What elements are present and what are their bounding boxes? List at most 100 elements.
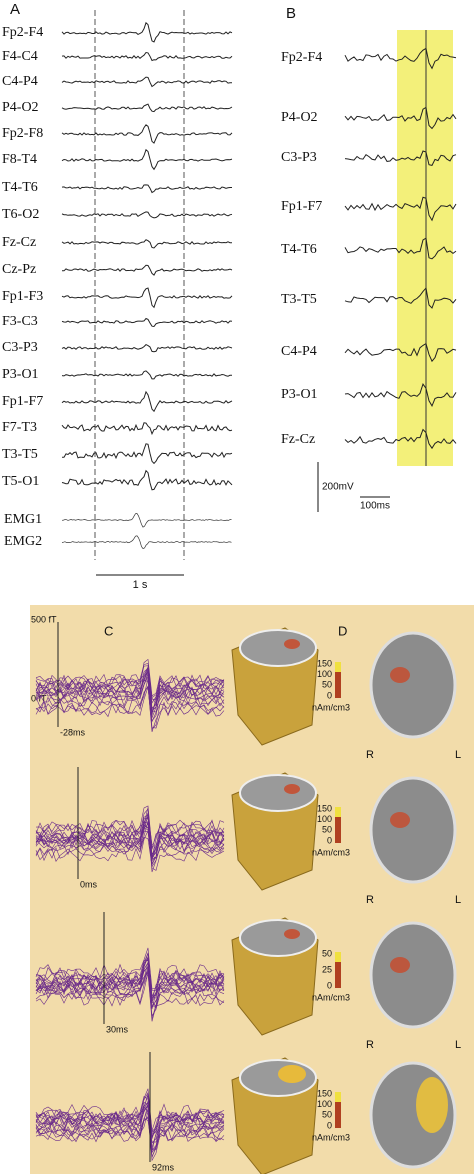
activation [390,667,410,683]
time-label: 30ms [106,1024,129,1034]
waveform [61,239,233,249]
waveform [61,211,233,219]
waveform [344,383,457,408]
waveform [35,947,225,990]
activation [390,957,410,973]
time-label: 92ms [152,1162,175,1172]
panel-label: A [10,1,20,18]
axis-label: 0 fT [31,693,47,703]
waveform [35,1118,225,1150]
waveform [61,370,233,380]
brain-cut [239,1059,317,1097]
colorbar [335,1092,341,1102]
waveform [344,342,457,363]
colorbar-tick: 100 [317,1099,332,1109]
scale-label: 100ms [360,501,390,512]
waveform [344,237,457,260]
waveform [61,422,233,436]
waveform [35,823,225,859]
waveform [35,679,225,722]
channel-label: T6-O2 [2,207,39,222]
brain-slice [369,921,457,1029]
brain-cut [239,919,317,957]
time-label: -28ms [60,727,86,737]
channel-label: F4-C4 [2,49,38,64]
channel-label: T3-T5 [2,447,38,462]
axis-label: 500 fT [31,614,57,624]
channel-label: C3-P3 [2,340,38,355]
brain-slice [369,631,457,739]
waveform [35,1104,225,1157]
channel-label: T5-O1 [2,474,39,489]
colorbar-unit: nAm/cm3 [312,847,350,857]
waveform [35,816,225,858]
channel-label: Fp1-F7 [281,199,322,214]
waveform [35,820,225,855]
waveform [35,675,225,710]
waveform [62,443,233,465]
waveform [35,808,225,850]
colorbar-unit: nAm/cm3 [312,1132,350,1142]
channel-label: P4-O2 [2,100,39,115]
orientation: R [366,749,374,761]
channel-label: Fp1-F3 [2,289,43,304]
waveform [61,469,233,491]
panel-label: B [286,5,296,22]
channel-label: P3-O1 [2,367,39,382]
waveform [35,829,225,871]
activation [390,812,410,828]
panel-label: C [104,623,113,638]
channel-label: T3-T5 [281,292,317,307]
channel-label: P3-O1 [281,387,318,402]
scale-label: 200mV [322,482,354,493]
colorbar-tick: 50 [322,948,332,958]
colorbar-unit: nAm/cm3 [312,702,350,712]
time-label: 0ms [80,879,98,889]
waveform [35,967,225,1019]
brain-cut [239,774,317,812]
colorbar [335,662,341,698]
waveform [35,968,225,1008]
channel-label: Cz-Pz [2,262,36,277]
orientation: R [366,1039,374,1051]
waveform [61,148,233,171]
waveform [61,124,233,144]
colorbar-tick: 0 [327,980,332,990]
waveform [35,1104,225,1143]
colorbar-unit: nAm/cm3 [312,992,350,1002]
waveform [35,818,225,859]
panel-label: D [338,623,347,638]
colorbar-tick: 150 [317,1088,332,1098]
colorbar-tick: 0 [327,1120,332,1130]
orientation: R [366,894,374,906]
colorbar-tick: 0 [327,835,332,845]
colorbar-tick: 100 [317,814,332,824]
colorbar [335,807,341,817]
orientation: L [455,749,461,761]
waveform [61,103,233,113]
waveform [35,958,225,998]
colorbar [335,662,341,672]
waveform [35,678,225,723]
waveform [344,106,457,130]
activation [284,784,300,794]
brain-slice [369,776,457,884]
waveform [61,76,232,88]
channel-label: Fp2-F4 [2,25,43,40]
waveform [62,264,233,276]
waveform [344,287,457,309]
channel-label: Fp1-F7 [2,394,43,409]
colorbar-tick: 0 [327,690,332,700]
channel-label: Fz-Cz [281,432,315,447]
channel-label: C3-P3 [281,150,317,165]
channel-label: F7-T3 [2,420,37,435]
colorbar [335,952,341,988]
waveform [35,685,225,730]
waveform [344,428,457,450]
colorbar-tick: 50 [322,1110,332,1120]
waveform [61,21,233,43]
waveform [344,47,457,70]
waveform [35,1116,225,1154]
channel-label: C4-P4 [281,344,317,359]
